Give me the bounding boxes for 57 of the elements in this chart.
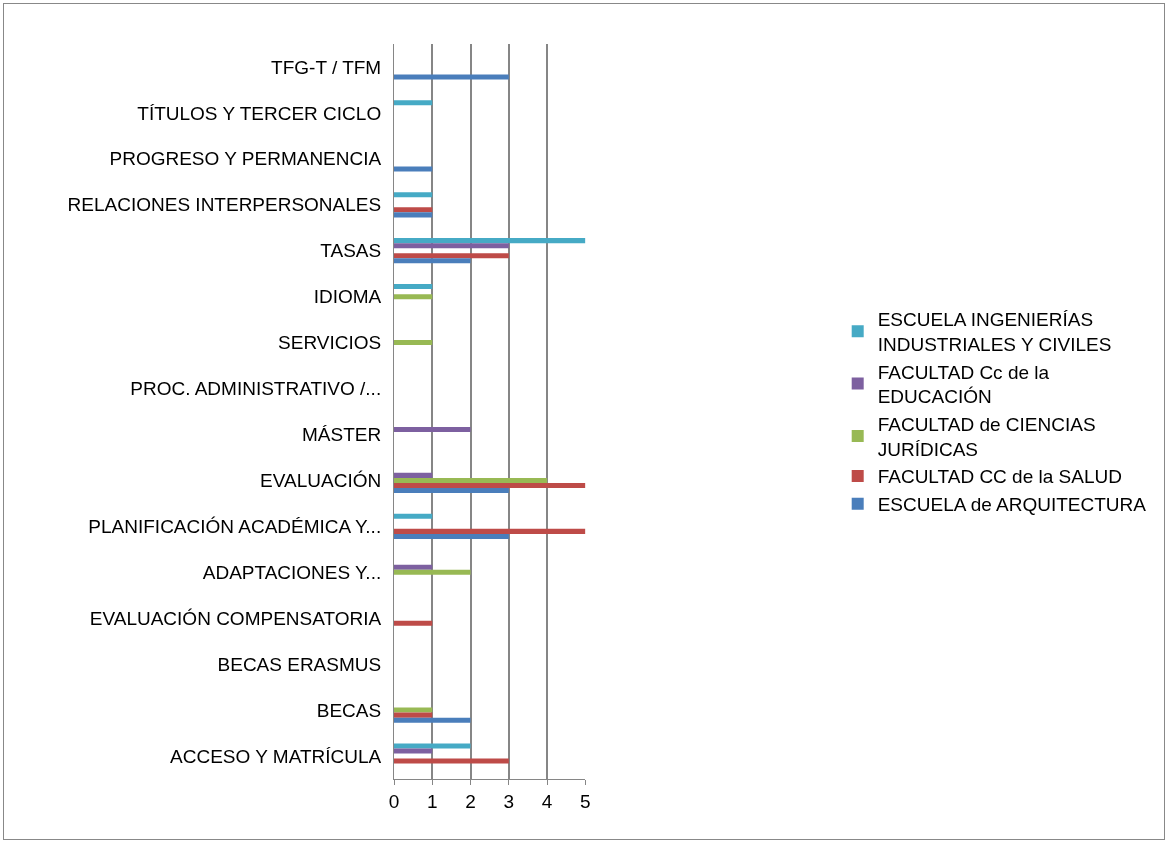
y-tick-label: BECAS ERASMUS (217, 653, 382, 675)
legend-label: FACULTAD CC de la SALUD (877, 466, 1122, 488)
y-tick-label: BECAS (316, 699, 382, 721)
legend-label: FACULTAD Cc de la EDUCACIÓN (877, 361, 1050, 408)
bar (394, 294, 433, 300)
bar (394, 533, 509, 539)
legend-label: ESCUELA INGENIERÍAS INDUSTRIALES Y CIVILES (877, 309, 1112, 355)
legend-label: ESCUELA de ARQUITECTURA (877, 494, 1147, 516)
bar (394, 564, 433, 570)
bar (394, 717, 471, 723)
bar (394, 620, 433, 626)
y-tick-label: TFG-T / TFM (271, 56, 382, 78)
bar (394, 166, 433, 172)
bar (394, 192, 433, 198)
bar (394, 569, 471, 575)
bar (394, 258, 471, 264)
y-tick-label: EVALUACIÓN COMPENSATORIA (89, 607, 382, 629)
bar (394, 758, 509, 764)
bar (394, 513, 433, 519)
y-tick-label: EVALUACIÓN (260, 470, 382, 492)
y-tick-label: PROC. ADMINISTRATIVO /... (130, 378, 382, 400)
x-tick-label: 5 (580, 790, 591, 812)
bar (394, 253, 509, 259)
bar (394, 528, 586, 534)
y-tick-label: PLANIFICACIÓN ACADÉMICA Y... (88, 515, 382, 537)
bar (394, 340, 433, 346)
bar (394, 426, 471, 432)
bar (394, 212, 433, 218)
x-tick-label: 2 (465, 790, 476, 812)
bar (394, 487, 509, 494)
bar (394, 472, 433, 478)
x-tick-label: 0 (388, 790, 400, 812)
bar (394, 707, 433, 713)
bar (394, 207, 433, 213)
y-tick-label: RELACIONES INTERPERSONALES (67, 194, 382, 216)
x-tick-label: 4 (541, 790, 553, 812)
y-tick-label: ACCESO Y MATRÍCULA (170, 745, 382, 767)
y-tick-label: ADAPTACIONES Y... (202, 561, 382, 583)
bar (394, 482, 586, 488)
legend-label: FACULTAD de CIENCIAS JURÍDICAS (877, 414, 1096, 460)
bar (394, 712, 433, 718)
x-tick-label: 1 (426, 790, 438, 812)
bar (394, 477, 548, 483)
bar (394, 284, 433, 290)
bar (394, 100, 433, 106)
bar (394, 243, 509, 249)
y-tick-label: PROGRESO Y PERMANENCIA (109, 148, 382, 170)
y-tick-label: SERVICIOS (278, 332, 382, 354)
bar (394, 74, 509, 80)
y-tick-label: MÁSTER (302, 424, 382, 446)
y-tick-label: IDIOMA (313, 286, 382, 308)
x-tick-label: 3 (503, 790, 515, 812)
y-tick-label: TÍTULOS Y TERCER CICLO (137, 102, 382, 124)
bar (394, 748, 433, 754)
y-tick-label: TASAS (320, 240, 382, 262)
bar (394, 743, 471, 749)
bar (394, 238, 586, 244)
